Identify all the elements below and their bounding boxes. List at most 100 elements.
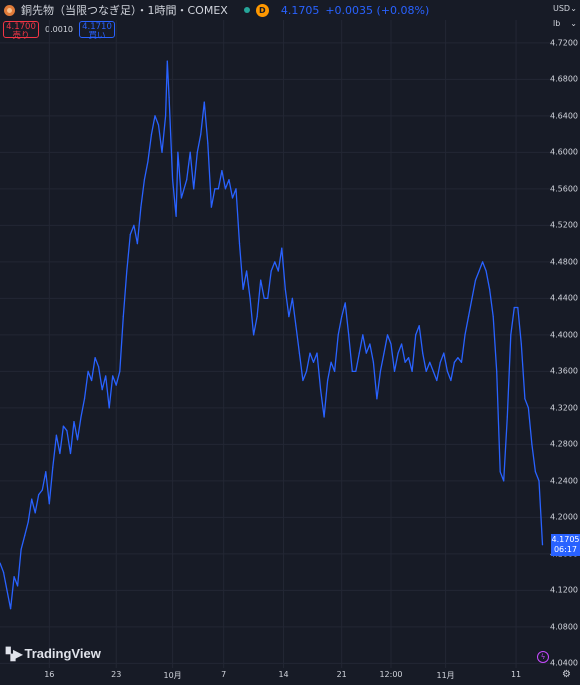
price-point: [31, 498, 33, 500]
price-point: [510, 334, 512, 336]
symbol-title[interactable]: 銅先物（当限つなぎ足）・1時間・COMEX: [21, 4, 228, 17]
price-tick-label: 4.4000: [550, 330, 578, 340]
price-point: [344, 302, 346, 304]
price-point: [217, 188, 219, 190]
price-point: [390, 343, 392, 345]
price-point: [87, 370, 89, 372]
price-point: [295, 325, 297, 327]
price-point: [105, 375, 107, 377]
price-point: [499, 471, 501, 473]
price-point: [20, 548, 22, 550]
chevron-down-icon: ⌄: [570, 4, 577, 13]
price-chart[interactable]: [0, 0, 550, 668]
price-point: [460, 361, 463, 363]
price-point: [513, 306, 515, 309]
price-point: [267, 297, 269, 299]
price-point: [129, 233, 131, 236]
price-axis[interactable]: 4.04004.08004.12004.16004.20004.24004.28…: [550, 0, 580, 685]
buy-button[interactable]: 4.1710 買い: [79, 21, 115, 40]
price-point: [55, 434, 57, 436]
price-point: [83, 398, 86, 400]
price-point: [408, 357, 410, 359]
price-point: [319, 389, 322, 391]
price-point: [263, 297, 265, 299]
price-point: [98, 366, 100, 368]
price-tick-label: 4.1200: [550, 585, 578, 595]
price-point: [404, 361, 406, 363]
price-point: [166, 60, 168, 62]
price-point: [140, 206, 142, 208]
price-point: [453, 361, 456, 363]
price-point: [34, 512, 36, 514]
sell-button[interactable]: 4.1700 売り: [3, 21, 39, 41]
price-tick-label: 4.4400: [550, 293, 578, 303]
tradingview-logo[interactable]: ▚▶ TradingView: [6, 646, 101, 661]
price-point: [66, 430, 68, 432]
price-tick-label: 4.4800: [550, 257, 578, 267]
price-point: [17, 585, 19, 587]
price-point: [249, 297, 251, 299]
price-point: [224, 188, 227, 190]
price-point: [221, 169, 223, 172]
price-point: [474, 279, 477, 281]
price-point: [415, 334, 417, 336]
lightning-icon[interactable]: ϟ: [537, 651, 549, 663]
price-point: [288, 316, 290, 318]
spread-value: 0.0010: [45, 25, 73, 34]
price-point: [432, 370, 434, 372]
price-point: [478, 270, 480, 272]
price-point: [436, 379, 438, 382]
copper-symbol-icon: [4, 4, 15, 16]
price-point: [316, 352, 318, 354]
sell-label: 売り: [12, 30, 30, 41]
price-point: [520, 343, 522, 345]
price-point: [365, 352, 367, 354]
price-point: [147, 160, 149, 163]
price-point: [203, 101, 205, 103]
delayed-data-badge[interactable]: D: [255, 3, 269, 17]
price-point: [143, 179, 146, 181]
price-point: [24, 535, 26, 537]
price-point: [90, 379, 93, 382]
time-tick-label: 16: [44, 670, 55, 679]
trade-quotes: 4.1700 売り 0.0010 4.1710 買い: [3, 21, 115, 41]
unit-selector[interactable]: lb ⌄: [553, 19, 577, 28]
price-tick-label: 4.6800: [550, 74, 578, 84]
gear-icon[interactable]: ⚙: [562, 669, 571, 680]
price-point: [312, 361, 315, 363]
price-point: [305, 370, 308, 372]
currency-selector[interactable]: USD ⌄: [553, 4, 577, 13]
price-point: [242, 288, 244, 290]
bar-countdown: 06:17: [553, 545, 578, 554]
price-point: [210, 206, 212, 208]
price-point: [298, 352, 301, 354]
time-tick-label: 14: [278, 670, 289, 679]
price-point: [531, 443, 533, 445]
time-axis[interactable]: 16 23 10月 7 14 21 12:00 11月 11: [0, 670, 550, 684]
price-point: [418, 325, 420, 327]
price-point: [481, 261, 484, 263]
price-point: [358, 352, 360, 354]
price-tick-label: 4.6000: [550, 147, 578, 157]
price-point: [467, 316, 470, 318]
price-point: [397, 352, 399, 354]
price-point: [450, 379, 452, 382]
price-point: [334, 370, 336, 372]
price-point: [180, 197, 183, 199]
price-point: [538, 480, 540, 482]
price-point: [369, 343, 371, 345]
price-point: [362, 334, 364, 336]
time-tick-label: 21: [336, 670, 347, 679]
price-tick-label: 4.6400: [550, 111, 578, 121]
price-point: [133, 224, 135, 226]
price-point: [422, 352, 424, 354]
price-point: [527, 407, 529, 409]
price-point: [76, 439, 79, 441]
price-point: [38, 493, 40, 496]
last-price-tag-value: 4.1705: [551, 535, 580, 544]
price-point: [485, 270, 487, 272]
price-tick-label: 4.2800: [550, 439, 578, 449]
price-point: [27, 521, 29, 523]
price-point: [383, 352, 385, 354]
price-point: [284, 288, 286, 290]
